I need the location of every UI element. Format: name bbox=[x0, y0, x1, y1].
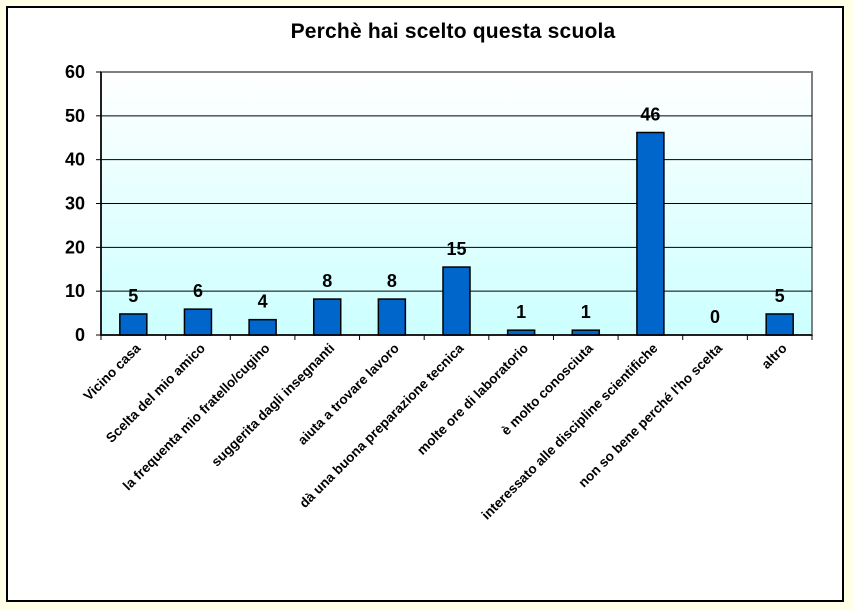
data-label: 1 bbox=[516, 302, 526, 322]
x-category-label: molte ore di laboratorio bbox=[414, 341, 531, 458]
y-tick-label: 0 bbox=[75, 325, 85, 345]
data-label: 8 bbox=[387, 271, 397, 291]
data-label: 46 bbox=[640, 104, 660, 124]
bar bbox=[765, 313, 794, 336]
bar bbox=[442, 266, 471, 336]
bar bbox=[312, 298, 342, 336]
data-label: 4 bbox=[258, 292, 268, 312]
data-label: 6 bbox=[193, 281, 203, 301]
bar bbox=[119, 313, 148, 336]
x-category-label: Vicino casa bbox=[80, 340, 143, 403]
data-label: 5 bbox=[775, 286, 785, 306]
data-label: 5 bbox=[128, 286, 138, 306]
data-label: 8 bbox=[322, 271, 332, 291]
chart-title: Perchè hai scelto questa scuola bbox=[290, 20, 616, 43]
bar bbox=[377, 298, 407, 336]
x-category-label: altro bbox=[759, 341, 790, 372]
bar bbox=[183, 308, 213, 336]
data-label: 15 bbox=[446, 239, 466, 259]
y-tick-label: 10 bbox=[65, 281, 85, 301]
data-label: 0 bbox=[710, 307, 720, 327]
y-tick-label: 50 bbox=[65, 106, 85, 126]
gridlines bbox=[101, 115, 812, 292]
y-tick-label: 60 bbox=[65, 62, 85, 82]
y-axis: 0 10 20 30 40 50 60 bbox=[65, 62, 102, 345]
bar bbox=[636, 131, 665, 336]
y-tick-label: 20 bbox=[65, 237, 85, 257]
y-tick-label: 30 bbox=[65, 194, 85, 214]
y-tick-label: 40 bbox=[65, 150, 85, 170]
bar bbox=[248, 318, 277, 336]
data-label: 1 bbox=[581, 302, 591, 322]
x-category-label: non so bene perché l'ho scelta bbox=[575, 340, 725, 490]
x-category-label: suggerita dagli insegnanti bbox=[208, 341, 337, 470]
